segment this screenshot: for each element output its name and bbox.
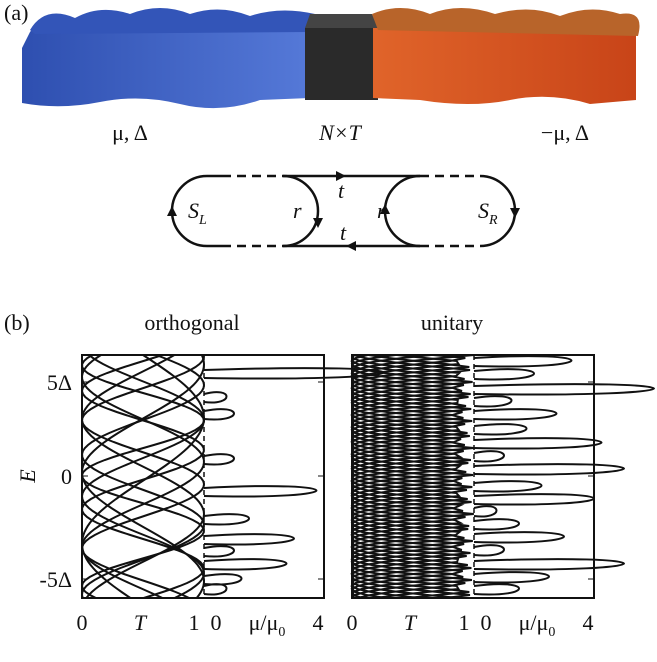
level-loop — [474, 545, 504, 555]
level-loop — [474, 409, 557, 419]
level-loop — [204, 534, 294, 544]
level-loop — [474, 559, 624, 569]
level-loop — [204, 392, 227, 402]
transmission-label: t — [340, 220, 347, 245]
level-loop — [474, 451, 504, 461]
curves — [352, 355, 654, 598]
x-label: 0 — [211, 610, 222, 635]
level-loop — [474, 532, 564, 542]
x-label: T — [134, 610, 148, 635]
middle-label: N×T — [318, 120, 363, 145]
reflection-label: r — [377, 198, 386, 223]
x-label: 0 — [481, 610, 492, 635]
level-loop — [474, 384, 654, 394]
left-label: μ, Δ — [112, 120, 148, 145]
curves — [82, 355, 384, 598]
panel-label: (a) — [4, 0, 28, 25]
transmission-label: t — [338, 178, 345, 203]
level-loop — [204, 409, 234, 419]
level-loop — [474, 356, 572, 366]
x-label: 1 — [189, 610, 200, 635]
level-loop — [474, 481, 542, 491]
plot-title: unitary — [421, 310, 483, 335]
level-loop — [474, 494, 594, 504]
y-tick-label: 5Δ — [47, 370, 72, 395]
x-label: T — [404, 610, 418, 635]
level-loop — [474, 519, 519, 529]
node-label: SL — [188, 198, 207, 228]
level-loop — [474, 506, 497, 516]
x-label: 0 — [347, 610, 358, 635]
figure: (a) μ, Δ N×T −μ, Δ SL SR r r t t (b) E 5… — [0, 0, 657, 657]
level-loop — [204, 454, 234, 464]
y-tick-label: -5Δ — [40, 567, 72, 592]
plot-frame — [82, 355, 324, 598]
level-loop — [474, 572, 549, 582]
level-loop — [474, 464, 624, 474]
level-loop — [474, 396, 512, 406]
x-label-sub: 0 — [278, 625, 285, 640]
device — [22, 8, 640, 108]
x-label-main: μ/μ — [519, 610, 549, 635]
level-loop — [204, 486, 317, 496]
x-label: μ/μ0 — [249, 610, 286, 640]
level-loop — [204, 574, 242, 584]
x-label: 4 — [313, 610, 324, 635]
level-loop — [204, 514, 249, 524]
y-tick-label: 0 — [61, 464, 72, 489]
x-label: 1 — [459, 610, 470, 635]
x-label: 4 — [583, 610, 594, 635]
level-loop — [474, 438, 602, 448]
x-label: 0 — [77, 610, 88, 635]
plot-title: orthogonal — [144, 310, 239, 335]
level-loop — [204, 546, 234, 556]
right-label: −μ, Δ — [541, 120, 589, 145]
level-loop — [474, 584, 519, 594]
x-label-sub: 0 — [548, 625, 555, 640]
y-axis-label: E — [15, 469, 40, 484]
reflection-label: r — [293, 198, 302, 223]
level-loop — [204, 559, 287, 569]
x-label-main: μ/μ — [249, 610, 279, 635]
level-loop — [204, 584, 227, 594]
x-label: μ/μ0 — [519, 610, 556, 640]
node-label: SR — [478, 198, 498, 228]
level-loop — [474, 424, 527, 434]
panel-label: (b) — [4, 310, 30, 335]
level-loop — [474, 369, 534, 379]
